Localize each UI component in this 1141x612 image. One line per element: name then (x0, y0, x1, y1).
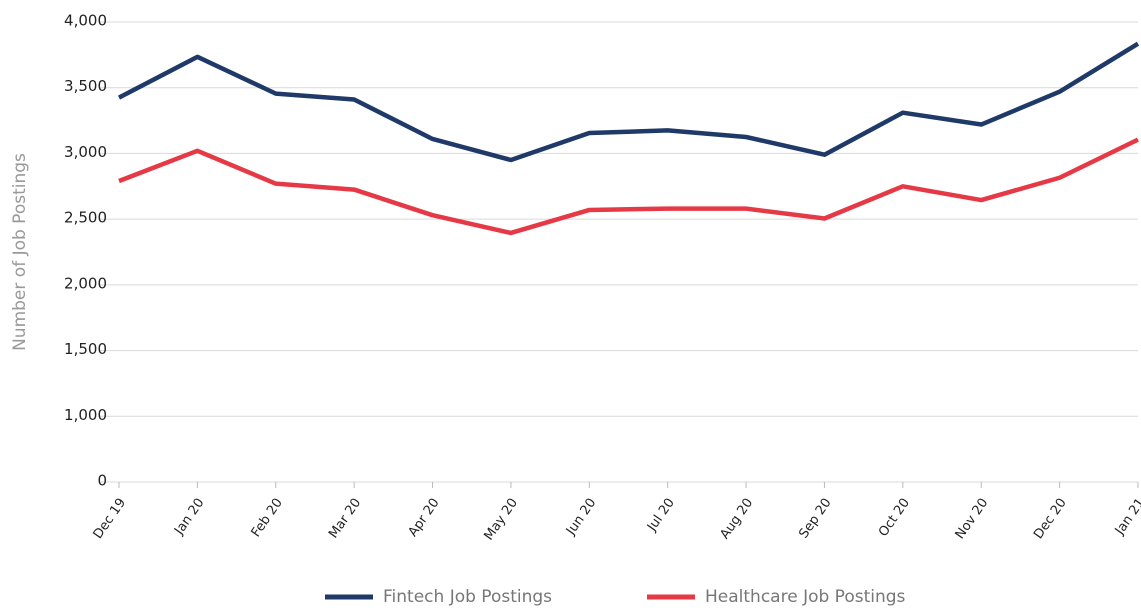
x-tick-label: Jan 20 (171, 496, 207, 539)
x-tick-label: Jan 21 (1112, 496, 1141, 539)
y-tick-label: 2,500 (64, 209, 107, 227)
y-tick-label: 1,000 (64, 406, 107, 424)
x-tick-label: Jul 20 (644, 496, 678, 535)
line-series (118, 137, 1139, 236)
x-tick-label: Nov 20 (953, 496, 992, 542)
x-tick-label: Dec 19 (91, 496, 130, 542)
x-tick-label: May 20 (481, 496, 521, 544)
x-tick-label: Apr 20 (406, 496, 443, 540)
y-axis-title: Number of Job Postings (10, 153, 30, 351)
y-tick-label: 4,000 (64, 12, 107, 30)
y-tick-label: 2,000 (64, 274, 107, 292)
x-tick-label: Aug 20 (718, 496, 757, 542)
x-tick-label: Feb 20 (249, 496, 286, 540)
x-tick-label: Sep 20 (796, 496, 834, 542)
y-tick-label: 3,500 (64, 77, 107, 95)
y-tick-label: 1,500 (64, 340, 107, 358)
legend-label: Fintech Job Postings (383, 587, 552, 607)
y-tick-label: 0 (97, 472, 107, 490)
x-tick-label: Dec 20 (1031, 496, 1070, 542)
legend-label: Healthcare Job Postings (705, 587, 906, 607)
x-tick-label: Jun 20 (563, 496, 599, 539)
x-tick-label: Mar 20 (326, 496, 364, 542)
line-series (117, 41, 1140, 163)
x-tick-label: Oct 20 (876, 496, 913, 540)
y-tick-label: 3,000 (64, 143, 107, 161)
